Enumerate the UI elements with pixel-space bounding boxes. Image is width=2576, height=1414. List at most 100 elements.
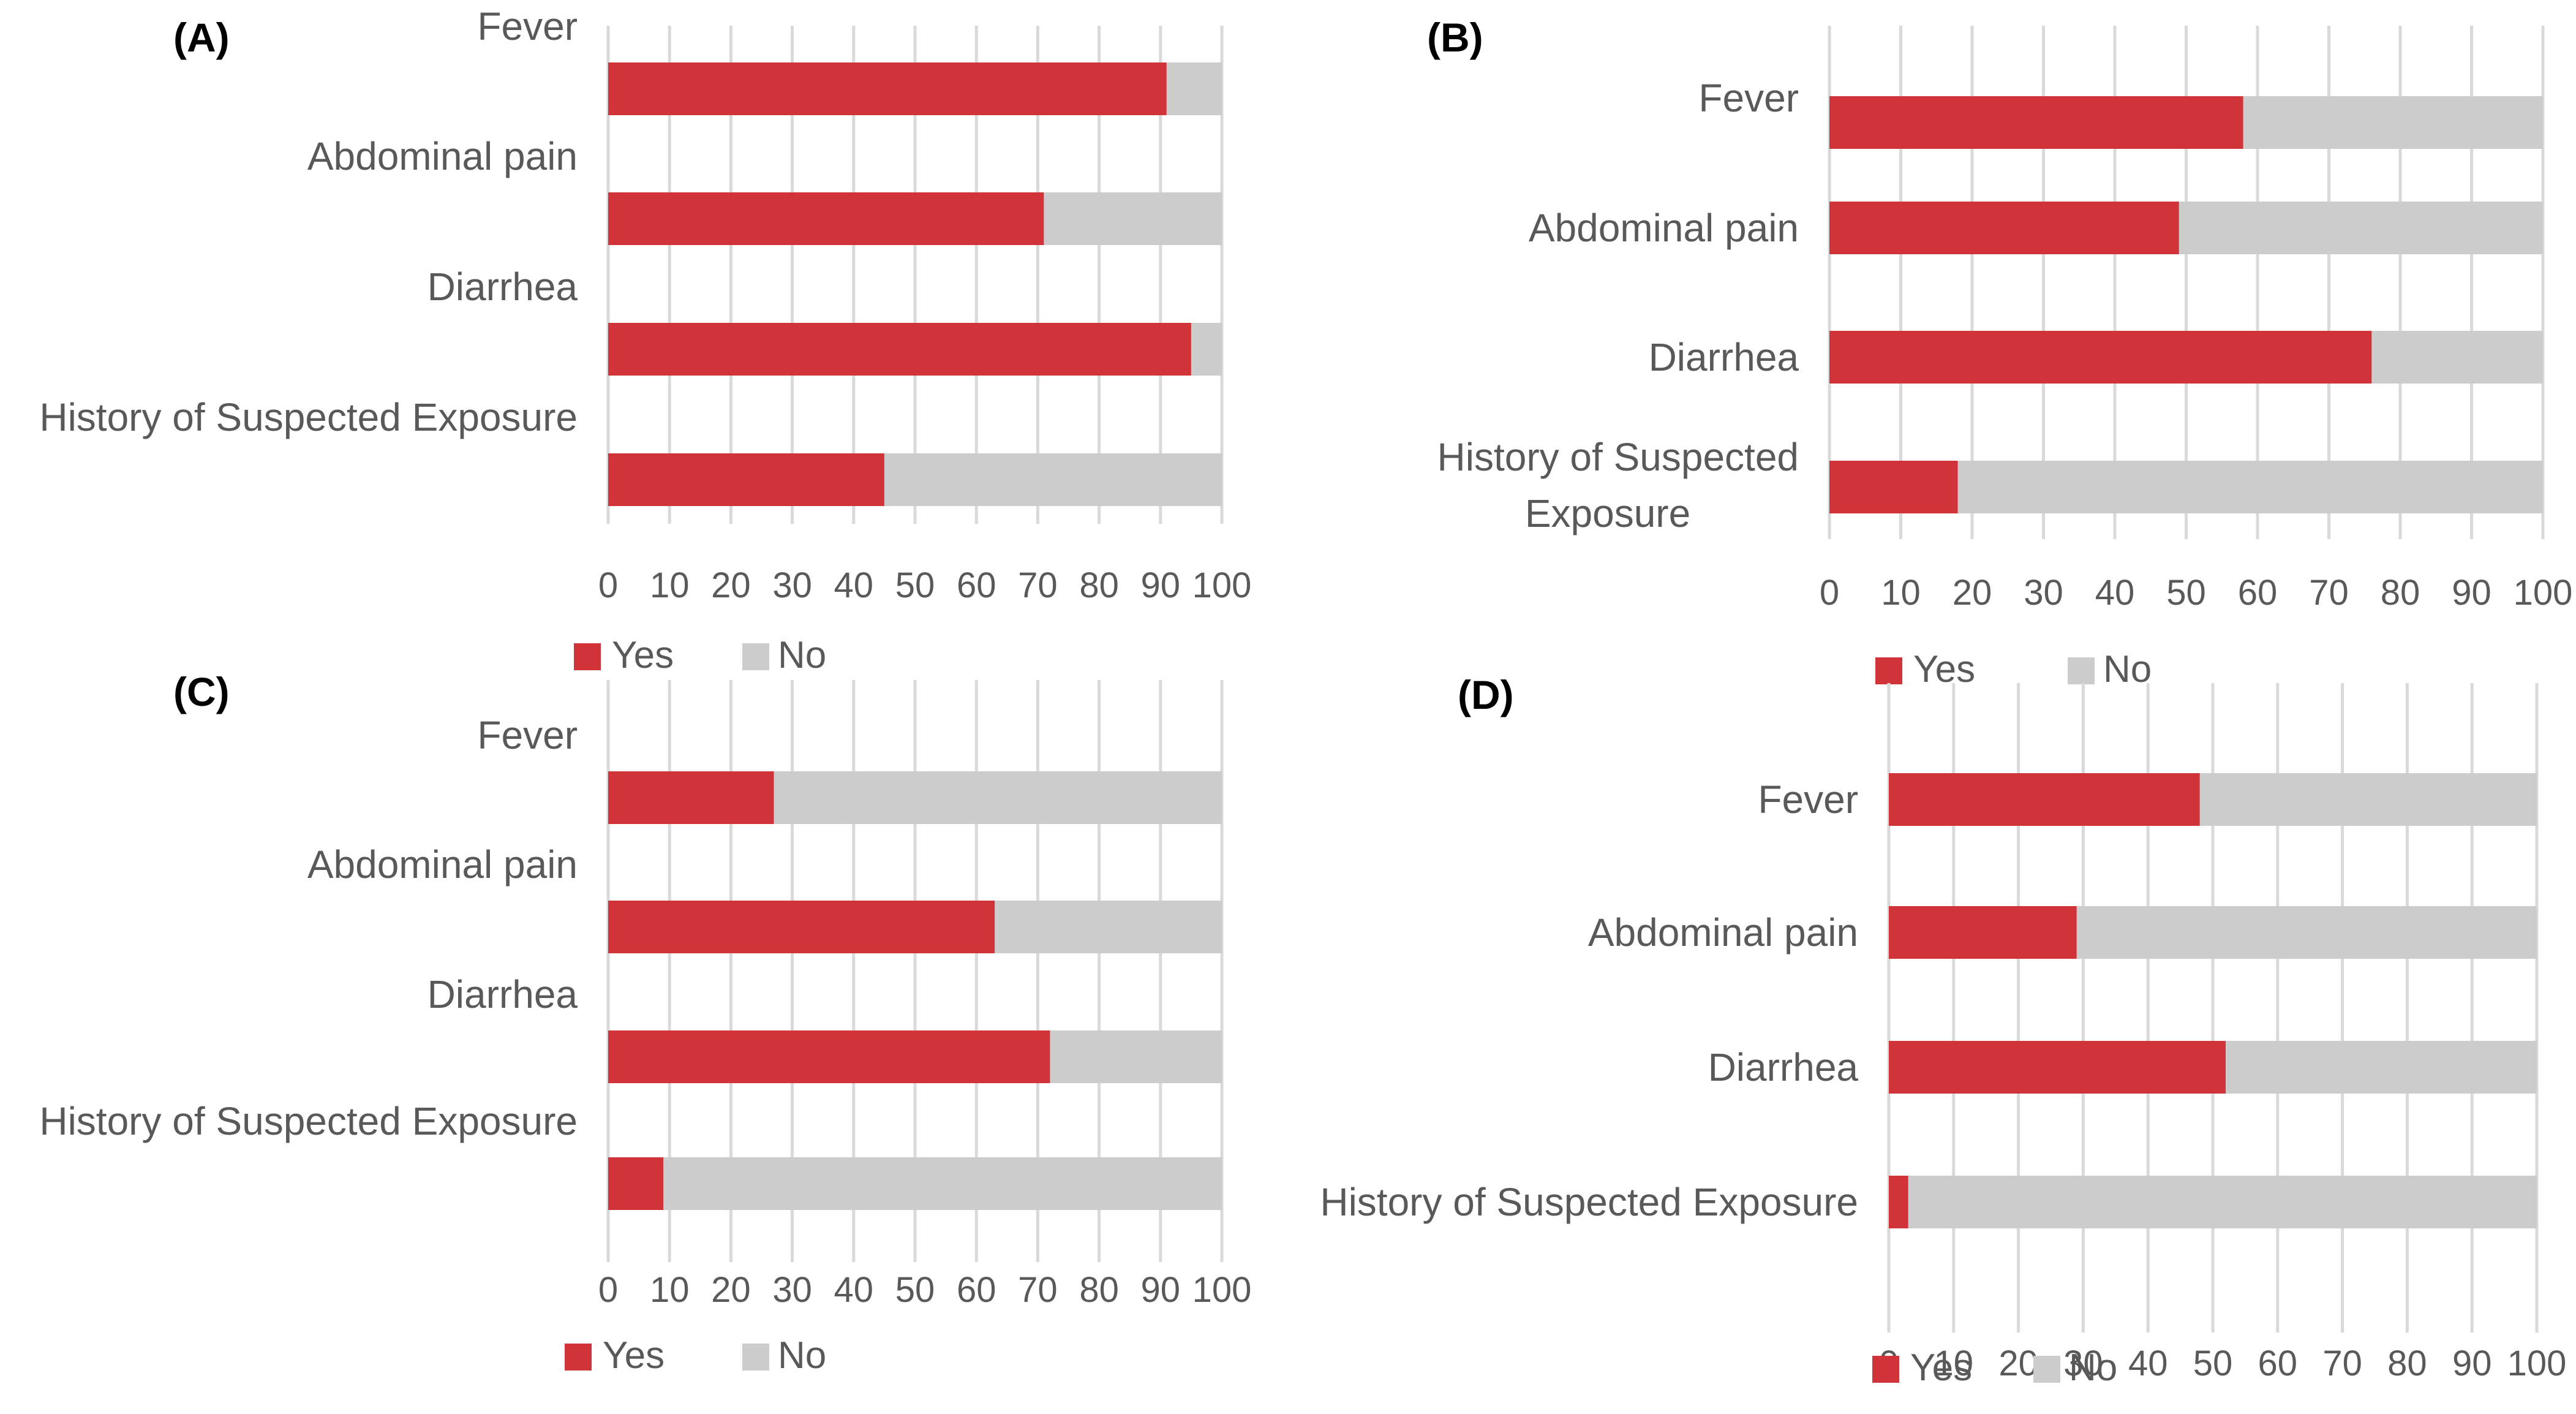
x-tick-label: 40 bbox=[2095, 573, 2135, 613]
x-tick-label: 10 bbox=[1934, 1344, 1974, 1383]
category-label-fever: Fever bbox=[1758, 777, 1858, 822]
category-label-history-of-suspected-exposure: History of Suspected Exposure bbox=[1437, 435, 1799, 535]
category-label-abdominal-pain: Abdominal pain bbox=[307, 842, 578, 887]
legend-label-yes: Yes bbox=[603, 1334, 665, 1377]
x-tick-label: 40 bbox=[834, 1270, 874, 1310]
legend-swatch-no bbox=[742, 1344, 769, 1371]
bar-yes-fever bbox=[608, 62, 1167, 115]
bar-yes-fever bbox=[1829, 96, 2243, 149]
bar-yes-abdominal-pain bbox=[1829, 202, 2179, 254]
x-tick-label: 10 bbox=[1881, 573, 1921, 613]
category-label-diarrhea: Diarrhea bbox=[1649, 335, 1799, 379]
x-tick-label: 70 bbox=[1018, 565, 1058, 605]
x-tick-label: 0 bbox=[598, 1270, 618, 1310]
panel-label: (A) bbox=[173, 15, 230, 60]
x-tick-label: 90 bbox=[1141, 1270, 1181, 1310]
bar-yes-abdominal-pain bbox=[608, 901, 995, 953]
legend-label-no: No bbox=[778, 1334, 826, 1377]
bar-yes-diarrhea bbox=[608, 1030, 1050, 1083]
x-tick-label: 30 bbox=[772, 1270, 812, 1310]
x-tick-label: 0 bbox=[1820, 573, 1839, 613]
legend-label-yes: Yes bbox=[1910, 1347, 1972, 1389]
x-tick-label: 60 bbox=[957, 1270, 996, 1310]
x-tick-label: 80 bbox=[1079, 565, 1119, 605]
category-label-abdominal-pain: Abdominal pain bbox=[307, 134, 578, 178]
bar-yes-history-of-suspected-exposure bbox=[608, 453, 884, 506]
bar-yes-diarrhea bbox=[1829, 331, 2372, 384]
x-tick-label: 50 bbox=[2166, 573, 2206, 613]
bar-no-history-of-suspected-exposure bbox=[884, 453, 1222, 506]
legend-label-no: No bbox=[778, 634, 826, 676]
x-tick-label: 80 bbox=[2387, 1344, 2427, 1383]
bar-yes-diarrhea bbox=[1889, 1041, 2226, 1094]
legend-swatch-no bbox=[742, 643, 769, 670]
x-tick-label: 10 bbox=[650, 1270, 690, 1310]
legend-label-no: No bbox=[2069, 1347, 2117, 1389]
bar-yes-abdominal-pain bbox=[608, 192, 1044, 245]
x-tick-label: 80 bbox=[1079, 1270, 1119, 1310]
chart-panel-d: (D)0102030405060708090100FeverAbdominal … bbox=[1320, 672, 2566, 1389]
bar-no-abdominal-pain bbox=[1044, 192, 1222, 245]
chart-panel-a: (A) 0 10 20 30 40 50 60 70 80 90 100 Fever Abdominal … bbox=[39, 4, 1251, 676]
legend-swatch-no bbox=[2033, 1356, 2060, 1383]
legend-swatch-yes bbox=[565, 1344, 592, 1371]
category-label-fever: Fever bbox=[1698, 76, 1799, 120]
legend-label-no: No bbox=[2103, 648, 2152, 690]
x-tick-label: 90 bbox=[2452, 573, 2491, 613]
legend-swatch-yes bbox=[574, 643, 601, 670]
bar-no-diarrhea bbox=[1050, 1030, 1222, 1083]
x-tick-label: 30 bbox=[2063, 1344, 2103, 1383]
x-tick-label: 0 bbox=[598, 565, 618, 605]
legend-swatch-no bbox=[2068, 657, 2095, 684]
x-tick-label: 30 bbox=[2024, 573, 2063, 613]
x-tick-label: 80 bbox=[2381, 573, 2420, 613]
category-label-diarrhea: Diarrhea bbox=[1708, 1045, 1859, 1089]
bar-no-fever bbox=[1166, 62, 1222, 115]
x-tick-label: 20 bbox=[711, 1270, 751, 1310]
x-tick-label: 70 bbox=[2309, 573, 2349, 613]
chart-panel-c: (C) 0 10 20 30 40 50 60 70 80 90 100 Fever Abdominal … bbox=[39, 669, 1251, 1377]
bar-no-abdominal-pain bbox=[2076, 906, 2537, 959]
x-tick-label: 50 bbox=[895, 565, 935, 605]
bar-yes-abdominal-pain bbox=[1889, 906, 2077, 959]
legend-swatch-yes bbox=[1872, 1356, 1899, 1383]
x-tick-label: 100 bbox=[2507, 1344, 2567, 1383]
bar-yes-history-of-suspected-exposure bbox=[608, 1157, 664, 1210]
category-label-history-of-suspected-exposure: History of Suspected Exposure bbox=[39, 1099, 578, 1143]
x-tick-label: 100 bbox=[1192, 1270, 1252, 1310]
x-tick-label: 70 bbox=[2322, 1344, 2362, 1383]
category-label-fever: Fever bbox=[477, 713, 578, 757]
x-tick-label: 100 bbox=[2514, 573, 2573, 613]
category-label-history-of-suspected-exposure: History of Suspected Exposure bbox=[39, 395, 578, 439]
x-tick-label: 90 bbox=[1141, 565, 1181, 605]
bar-no-diarrhea bbox=[2226, 1041, 2537, 1094]
bar-no-history-of-suspected-exposure bbox=[1957, 461, 2543, 513]
x-tick-label: 20 bbox=[711, 565, 751, 605]
bar-yes-history-of-suspected-exposure bbox=[1829, 461, 1958, 513]
panel-label: (D) bbox=[1458, 672, 1514, 717]
x-tick-label: 20 bbox=[1953, 573, 1992, 613]
category-label-abdominal-pain: Abdominal pain bbox=[1529, 206, 1799, 250]
bar-yes-fever bbox=[1889, 773, 2200, 826]
bar-no-fever bbox=[2199, 773, 2537, 826]
bar-yes-history-of-suspected-exposure bbox=[1889, 1176, 1908, 1228]
bar-no-fever bbox=[774, 771, 1222, 824]
x-tick-label: 70 bbox=[1018, 1270, 1058, 1310]
x-tick-label: 60 bbox=[2238, 573, 2278, 613]
bar-no-history-of-suspected-exposure bbox=[1908, 1176, 2537, 1228]
bar-no-fever bbox=[2243, 96, 2543, 149]
bar-no-abdominal-pain bbox=[995, 901, 1222, 953]
x-tick-label: 30 bbox=[772, 565, 812, 605]
x-tick-label: 50 bbox=[895, 1270, 935, 1310]
bar-yes-diarrhea bbox=[608, 323, 1191, 376]
x-tick-label: 90 bbox=[2452, 1344, 2492, 1383]
x-tick-label: 100 bbox=[1192, 565, 1252, 605]
bar-no-abdominal-pain bbox=[2179, 202, 2543, 254]
x-tick-label: 40 bbox=[834, 565, 874, 605]
category-label-diarrhea: Diarrhea bbox=[427, 265, 578, 309]
category-label-history-of-suspected-exposure: History of Suspected Exposure bbox=[1320, 1180, 1858, 1224]
bar-no-history-of-suspected-exposure bbox=[663, 1157, 1222, 1210]
chart-panel-b: (B) 0 10 20 30 40 50 60 70 80 90 100 Fever Abdominal … bbox=[1427, 15, 2572, 690]
legend-swatch-yes bbox=[1875, 657, 1902, 684]
bar-no-diarrhea bbox=[1191, 323, 1222, 376]
